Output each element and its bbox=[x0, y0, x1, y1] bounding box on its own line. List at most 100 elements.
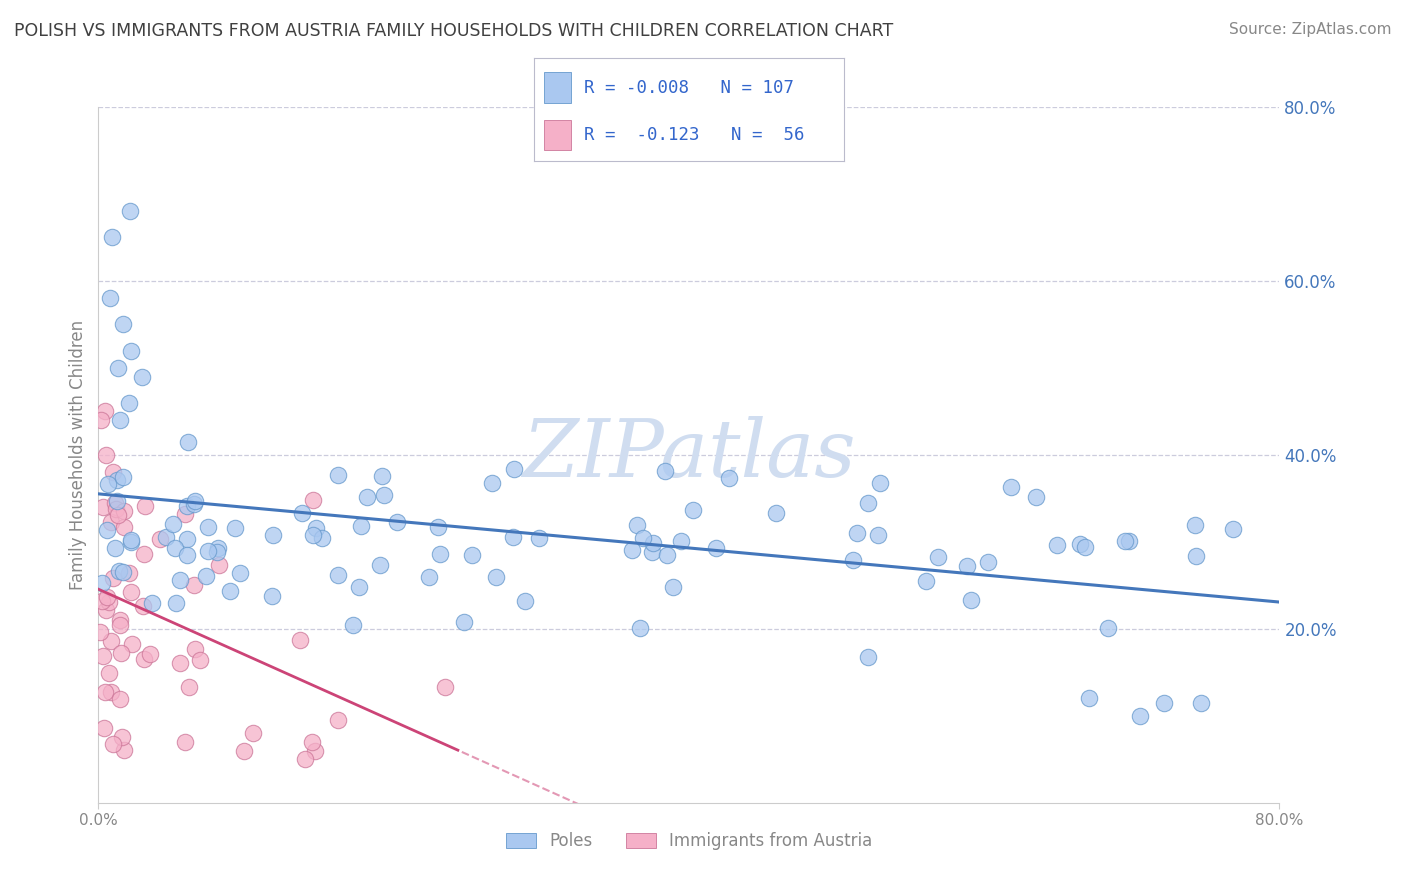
Point bbox=[207, 545, 229, 559]
Point bbox=[101, 230, 124, 244]
Point bbox=[513, 593, 536, 607]
Point bbox=[290, 506, 312, 520]
Point bbox=[112, 318, 135, 332]
Point bbox=[97, 665, 120, 680]
Point bbox=[620, 543, 643, 558]
Text: POLISH VS IMMIGRANTS FROM AUSTRIA FAMILY HOUSEHOLDS WITH CHILDREN CORRELATION CH: POLISH VS IMMIGRANTS FROM AUSTRIA FAMILY… bbox=[14, 22, 893, 40]
Point bbox=[121, 533, 143, 547]
Point bbox=[866, 527, 889, 541]
Point bbox=[232, 744, 254, 758]
Text: R =  -0.123   N =  56: R = -0.123 N = 56 bbox=[583, 126, 804, 144]
Point bbox=[184, 641, 207, 656]
Point bbox=[328, 713, 350, 727]
Point bbox=[1129, 708, 1152, 723]
Point bbox=[641, 545, 664, 559]
Point bbox=[89, 625, 111, 640]
Point bbox=[118, 204, 141, 219]
Point bbox=[224, 521, 246, 535]
Point bbox=[229, 566, 252, 580]
Point bbox=[101, 466, 124, 480]
Point bbox=[426, 520, 449, 534]
Point bbox=[98, 595, 121, 609]
Point bbox=[105, 473, 128, 487]
Point bbox=[91, 575, 114, 590]
Point bbox=[110, 647, 132, 661]
Point bbox=[169, 574, 191, 588]
Point bbox=[188, 652, 211, 666]
Point bbox=[120, 534, 142, 549]
Point bbox=[371, 469, 394, 483]
Point bbox=[90, 413, 112, 427]
Point bbox=[529, 531, 551, 545]
Point bbox=[134, 652, 156, 666]
Point bbox=[208, 558, 231, 573]
Point bbox=[1097, 621, 1119, 635]
Point bbox=[112, 520, 135, 534]
Point bbox=[433, 680, 456, 694]
Point bbox=[91, 648, 114, 663]
Point bbox=[242, 726, 264, 740]
Point bbox=[105, 501, 128, 516]
Point bbox=[373, 488, 395, 502]
Point bbox=[107, 508, 129, 522]
Point bbox=[347, 580, 370, 594]
Point bbox=[111, 470, 134, 484]
Point bbox=[100, 516, 122, 530]
Point bbox=[118, 566, 141, 580]
Point bbox=[1025, 491, 1047, 505]
Point bbox=[139, 647, 162, 661]
Point bbox=[96, 523, 118, 537]
Point bbox=[112, 503, 135, 517]
Point bbox=[103, 737, 125, 751]
Point bbox=[418, 570, 440, 584]
Text: R = -0.008   N = 107: R = -0.008 N = 107 bbox=[583, 78, 794, 96]
Point bbox=[717, 471, 740, 485]
Point bbox=[94, 448, 117, 462]
Point bbox=[461, 549, 484, 563]
Point bbox=[356, 490, 378, 504]
Point bbox=[104, 496, 127, 510]
Point bbox=[1153, 696, 1175, 710]
Point bbox=[108, 691, 131, 706]
FancyBboxPatch shape bbox=[544, 120, 571, 150]
Point bbox=[304, 744, 326, 758]
Point bbox=[869, 475, 891, 490]
Point bbox=[858, 650, 880, 665]
Point bbox=[107, 360, 129, 375]
Point bbox=[131, 369, 153, 384]
Point bbox=[915, 574, 938, 589]
Point bbox=[260, 589, 283, 603]
Point bbox=[162, 516, 184, 531]
Point bbox=[641, 536, 664, 550]
Point bbox=[956, 558, 979, 573]
Point bbox=[1184, 549, 1206, 563]
Point bbox=[669, 534, 692, 549]
Point bbox=[502, 530, 524, 544]
Text: ZIPatlas: ZIPatlas bbox=[522, 417, 856, 493]
Point bbox=[682, 502, 704, 516]
Point bbox=[960, 593, 983, 607]
Point bbox=[111, 730, 134, 744]
Point bbox=[1074, 540, 1097, 554]
Point bbox=[655, 548, 678, 562]
Point bbox=[1069, 537, 1091, 551]
Point bbox=[141, 597, 163, 611]
Point bbox=[93, 500, 115, 515]
Point bbox=[301, 735, 323, 749]
Point bbox=[149, 532, 172, 546]
Point bbox=[662, 580, 685, 594]
Point bbox=[173, 735, 195, 749]
Point bbox=[91, 594, 114, 608]
Point bbox=[97, 476, 120, 491]
Point bbox=[131, 599, 153, 613]
Point bbox=[842, 553, 865, 567]
Point bbox=[176, 435, 198, 450]
Point bbox=[176, 549, 198, 563]
Point bbox=[207, 541, 229, 555]
Point bbox=[503, 462, 526, 476]
Point bbox=[121, 638, 143, 652]
Point bbox=[101, 571, 124, 585]
Point bbox=[219, 584, 242, 599]
Point bbox=[176, 499, 198, 513]
Point bbox=[350, 518, 373, 533]
